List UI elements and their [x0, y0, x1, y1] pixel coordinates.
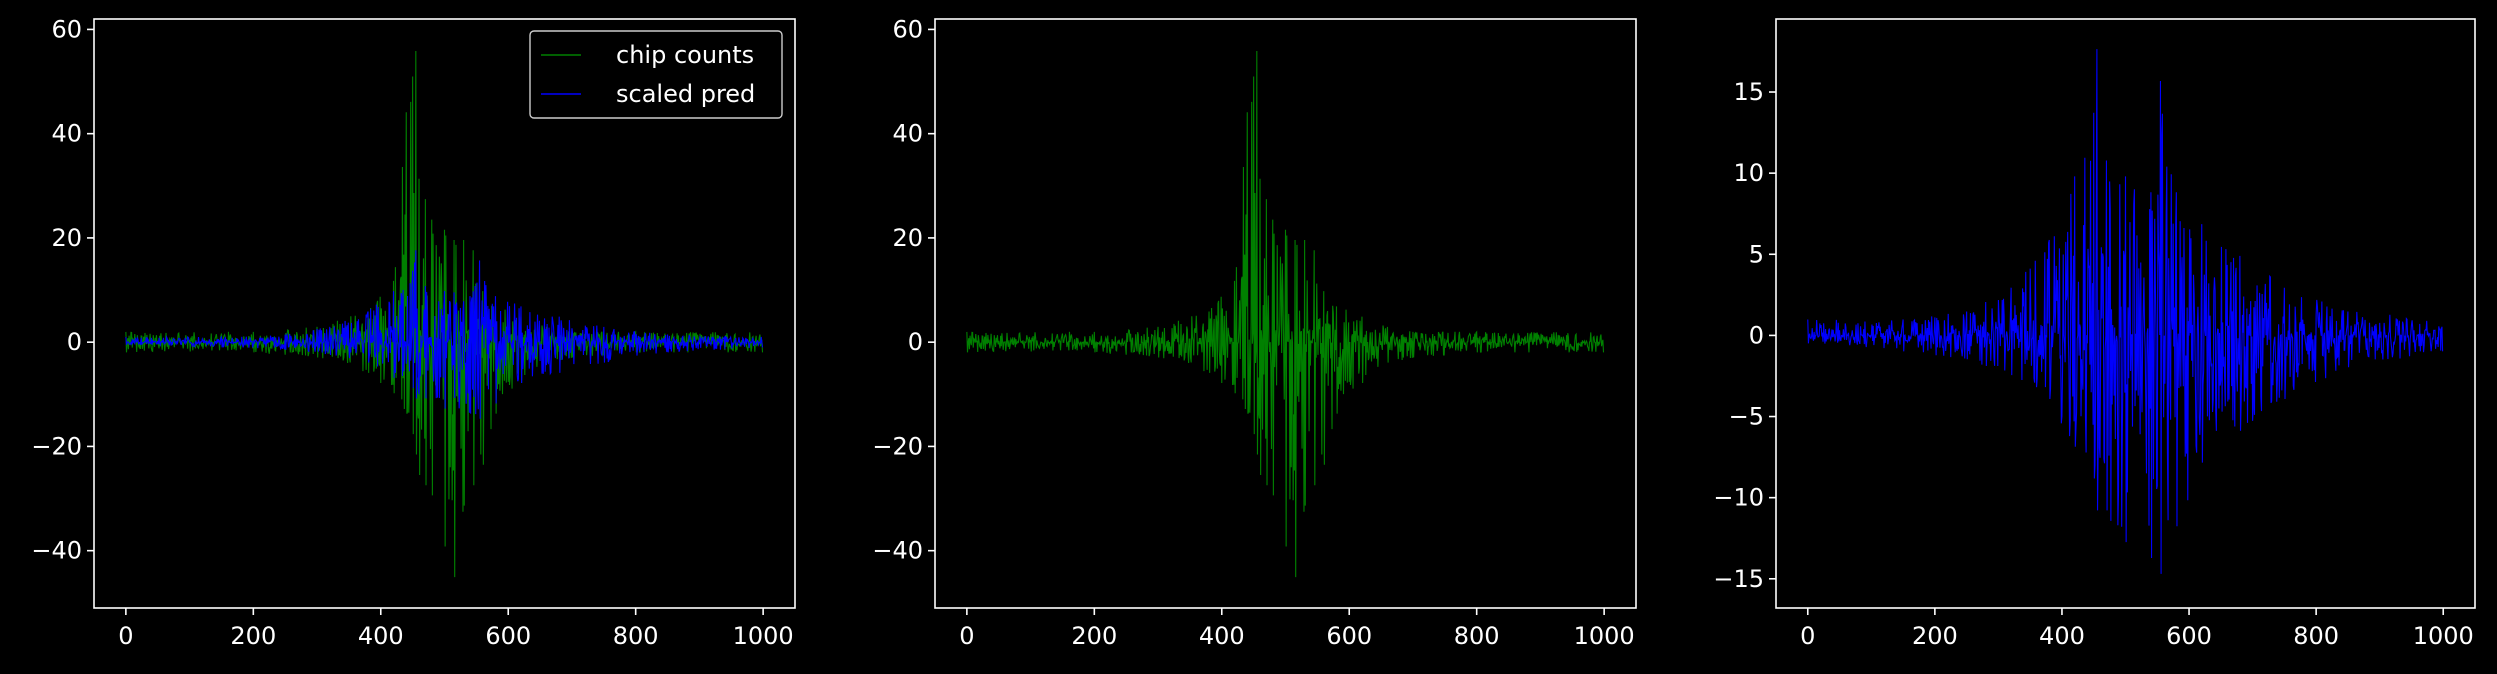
y-tick-label: 40: [51, 120, 82, 148]
axes-left: 0 200 400 600 800 1000 −40 −20 0 20 40 60 chip count…: [31, 15, 796, 650]
x-tick-label: 600: [485, 622, 531, 650]
y-tick-label: −40: [31, 537, 82, 565]
legend-box: [529, 30, 783, 119]
y-tick-label: 20: [51, 224, 82, 252]
x-tick-label: 200: [230, 622, 276, 650]
x-tick-label: 800: [2293, 622, 2339, 650]
x-tick-label: 1000: [1574, 622, 1635, 650]
y-tick-label: 10: [1733, 159, 1764, 187]
y-tick-label: −10: [1713, 484, 1764, 512]
y-tick-label: −20: [872, 432, 923, 460]
series-group-left: [125, 50, 764, 578]
x-tick-label: 0: [118, 622, 133, 650]
axes-frame: [93, 18, 796, 609]
y-tick-label: −5: [1729, 403, 1764, 431]
y-tick-label: −20: [31, 432, 82, 460]
axes-frame: [934, 18, 1637, 609]
y-tick-label: 20: [892, 224, 923, 252]
axes-frame: [1775, 18, 2476, 609]
y-tick-label: 15: [1733, 78, 1764, 106]
y-tick-label: 60: [51, 15, 82, 43]
x-tick-label: 400: [1199, 622, 1245, 650]
legend: chip counts scaled pred: [529, 30, 783, 119]
series-line-right-0: [1807, 49, 2444, 574]
x-tick-label: 600: [1326, 622, 1372, 650]
series-line-middle-0: [966, 50, 1605, 578]
x-tick-label: 0: [959, 622, 974, 650]
x-tick-label: 200: [1912, 622, 1958, 650]
y-tick-label: −40: [872, 537, 923, 565]
x-tick-label: 1000: [2413, 622, 2474, 650]
y-tick-label: 0: [67, 328, 82, 356]
legend-label: scaled pred: [616, 80, 755, 108]
axes-right: 0 200 400 600 800 1000 −15 −10 −5 0 5 10 15: [1713, 18, 2476, 650]
series-group-right: [1807, 49, 2444, 574]
y-tick-label: 60: [892, 15, 923, 43]
y-tick-label: 0: [1749, 321, 1764, 349]
axes-middle: 0 200 400 600 800 1000 −40 −20 0 20 40 60: [872, 15, 1637, 650]
y-tick-label: 40: [892, 120, 923, 148]
series-group-middle: [966, 50, 1605, 578]
y-tick-label: −15: [1713, 565, 1764, 593]
x-tick-label: 600: [2166, 622, 2212, 650]
x-tick-label: 200: [1071, 622, 1117, 650]
x-tick-label: 1000: [733, 622, 794, 650]
y-tick-label: 0: [908, 328, 923, 356]
x-tick-label: 800: [1454, 622, 1500, 650]
y-tick-label: 5: [1749, 240, 1764, 268]
x-tick-label: 400: [2039, 622, 2085, 650]
x-tick-label: 0: [1800, 622, 1815, 650]
series-line-scaled-pred: [125, 250, 764, 419]
x-tick-label: 400: [358, 622, 404, 650]
x-tick-label: 800: [613, 622, 659, 650]
legend-label: chip counts: [616, 41, 754, 69]
